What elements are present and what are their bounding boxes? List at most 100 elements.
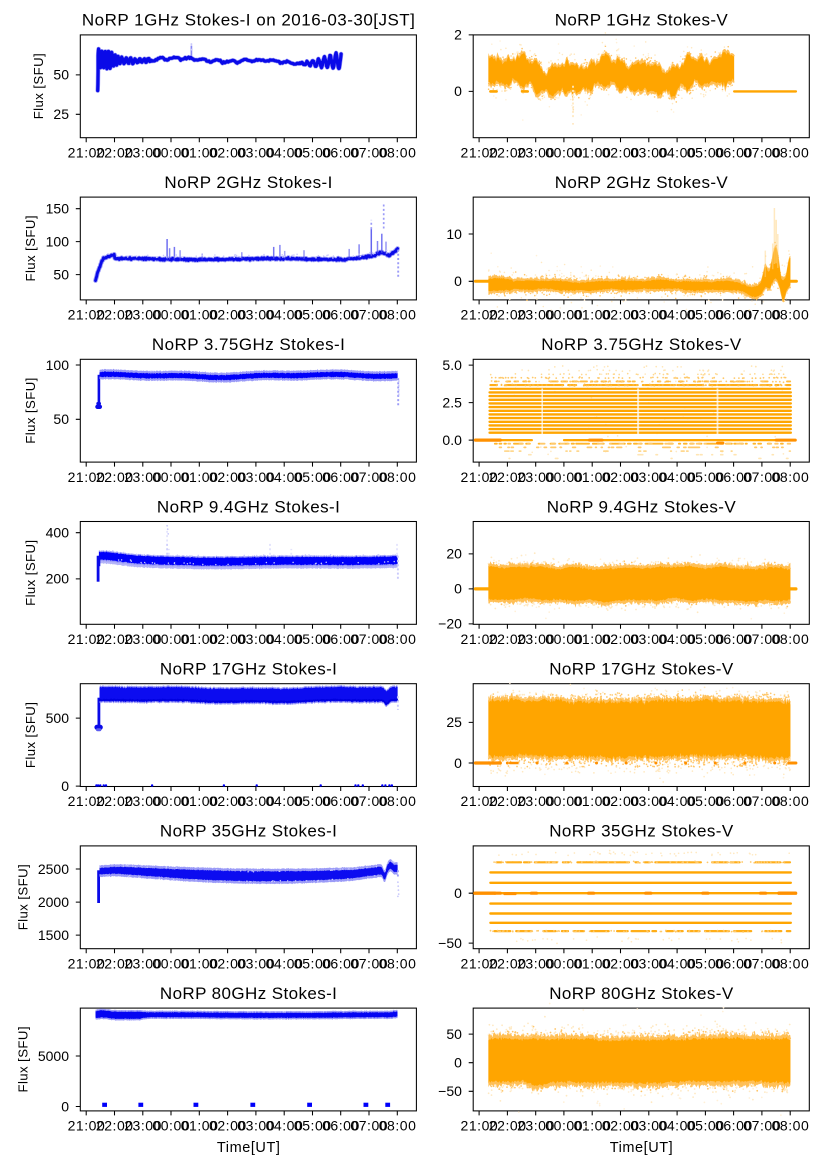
svg-text:05:00: 05:00 [687,144,724,160]
svg-text:01:00: 01:00 [574,1118,611,1134]
svg-text:23:00: 23:00 [124,1118,161,1134]
svg-text:00:00: 00:00 [545,631,582,647]
svg-text:08:00: 08:00 [772,469,809,485]
svg-text:05:00: 05:00 [687,631,724,647]
svg-text:5000: 5000 [38,1048,69,1064]
svg-text:NoRP 9.4GHz Stokes-V: NoRP 9.4GHz Stokes-V [547,497,737,516]
svg-text:NoRP 3.75GHz Stokes-I: NoRP 3.75GHz Stokes-I [152,335,345,354]
svg-text:02:00: 02:00 [602,307,639,323]
svg-text:07:00: 07:00 [350,144,387,160]
svg-text:21:00: 21:00 [68,955,105,971]
svg-text:21:00: 21:00 [68,307,105,323]
svg-text:08:00: 08:00 [772,793,809,809]
svg-text:00:00: 00:00 [545,144,582,160]
svg-text:25: 25 [53,106,69,122]
svg-text:04:00: 04:00 [266,793,303,809]
svg-text:1500: 1500 [38,927,69,943]
svg-text:0: 0 [454,755,462,771]
svg-text:10: 10 [446,226,462,242]
svg-text:02:00: 02:00 [209,793,246,809]
svg-text:0: 0 [454,273,462,289]
svg-text:21:00: 21:00 [461,1118,498,1134]
svg-text:50: 50 [53,67,69,83]
svg-text:04:00: 04:00 [659,955,696,971]
svg-text:06:00: 06:00 [322,144,359,160]
svg-text:NoRP 35GHz Stokes-I: NoRP 35GHz Stokes-I [160,822,337,841]
svg-text:21:00: 21:00 [68,1118,105,1134]
svg-text:50: 50 [53,411,69,427]
svg-text:07:00: 07:00 [743,307,780,323]
svg-text:03:00: 03:00 [630,955,667,971]
svg-text:03:00: 03:00 [630,307,667,323]
svg-text:Flux [SFU]: Flux [SFU] [23,540,38,606]
svg-text:07:00: 07:00 [350,469,387,485]
svg-text:04:00: 04:00 [659,793,696,809]
svg-text:25: 25 [446,714,462,730]
svg-text:23:00: 23:00 [124,144,161,160]
svg-text:08:00: 08:00 [379,1118,416,1134]
svg-text:02:00: 02:00 [209,1118,246,1134]
svg-text:05:00: 05:00 [294,631,331,647]
svg-text:22:00: 22:00 [96,1118,133,1134]
svg-text:01:00: 01:00 [574,631,611,647]
svg-text:0: 0 [454,581,462,597]
svg-text:03:00: 03:00 [630,793,667,809]
svg-text:07:00: 07:00 [350,793,387,809]
svg-text:04:00: 04:00 [659,144,696,160]
svg-text:21:00: 21:00 [68,631,105,647]
svg-text:22:00: 22:00 [489,469,526,485]
svg-text:08:00: 08:00 [379,631,416,647]
svg-text:00:00: 00:00 [545,469,582,485]
svg-text:01:00: 01:00 [181,793,218,809]
svg-text:22:00: 22:00 [489,1118,526,1134]
svg-text:02:00: 02:00 [602,631,639,647]
svg-text:500: 500 [46,710,70,726]
svg-text:22:00: 22:00 [489,307,526,323]
svg-text:04:00: 04:00 [266,631,303,647]
svg-text:21:00: 21:00 [461,631,498,647]
svg-text:06:00: 06:00 [715,144,752,160]
svg-text:0.0: 0.0 [442,432,462,448]
svg-text:21:00: 21:00 [461,793,498,809]
svg-text:02:00: 02:00 [209,955,246,971]
svg-text:23:00: 23:00 [517,631,554,647]
svg-text:06:00: 06:00 [322,1118,359,1134]
svg-text:NoRP 17GHz Stokes-V: NoRP 17GHz Stokes-V [549,660,734,679]
svg-text:00:00: 00:00 [152,955,189,971]
svg-text:07:00: 07:00 [350,307,387,323]
svg-text:08:00: 08:00 [379,955,416,971]
svg-text:05:00: 05:00 [294,469,331,485]
svg-text:07:00: 07:00 [743,469,780,485]
svg-text:22:00: 22:00 [489,955,526,971]
svg-text:03:00: 03:00 [237,307,274,323]
svg-text:100: 100 [46,233,70,249]
svg-text:Time[UT]: Time[UT] [610,1140,673,1156]
svg-text:NoRP 2GHz Stokes-V: NoRP 2GHz Stokes-V [555,173,729,192]
svg-text:NoRP 2GHz Stokes-I: NoRP 2GHz Stokes-I [164,173,332,192]
svg-text:Flux [SFU]: Flux [SFU] [23,216,38,282]
svg-text:23:00: 23:00 [517,144,554,160]
svg-text:03:00: 03:00 [237,144,274,160]
svg-text:Flux [SFU]: Flux [SFU] [23,378,38,444]
svg-text:03:00: 03:00 [630,1118,667,1134]
svg-text:04:00: 04:00 [659,307,696,323]
svg-text:23:00: 23:00 [517,307,554,323]
svg-text:08:00: 08:00 [379,144,416,160]
svg-text:06:00: 06:00 [715,631,752,647]
svg-text:06:00: 06:00 [715,1118,752,1134]
svg-text:07:00: 07:00 [350,1118,387,1134]
svg-text:NoRP 80GHz Stokes-V: NoRP 80GHz Stokes-V [549,984,734,1003]
svg-text:00:00: 00:00 [152,1118,189,1134]
svg-text:2500: 2500 [38,861,69,877]
svg-text:20: 20 [446,546,462,562]
svg-text:06:00: 06:00 [715,955,752,971]
svg-text:04:00: 04:00 [659,631,696,647]
svg-text:2: 2 [454,27,462,43]
svg-text:01:00: 01:00 [181,469,218,485]
svg-text:05:00: 05:00 [687,793,724,809]
svg-text:22:00: 22:00 [96,955,133,971]
svg-text:03:00: 03:00 [237,793,274,809]
svg-text:08:00: 08:00 [379,469,416,485]
svg-text:00:00: 00:00 [545,307,582,323]
svg-text:NoRP 1GHz Stokes-V: NoRP 1GHz Stokes-V [555,11,729,30]
